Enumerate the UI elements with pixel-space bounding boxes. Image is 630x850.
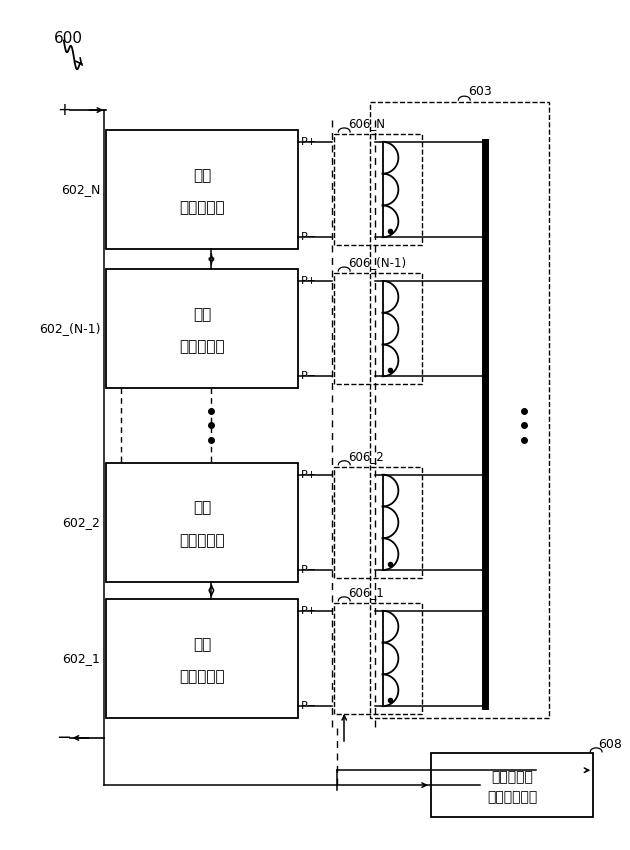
Bar bbox=[370, 102, 549, 718]
Text: P−: P− bbox=[301, 232, 317, 242]
Text: 600: 600 bbox=[54, 31, 83, 46]
Text: 検出および: 検出および bbox=[491, 770, 533, 785]
Text: P+: P+ bbox=[301, 470, 317, 479]
Text: モジュール: モジュール bbox=[179, 669, 225, 684]
Bar bbox=[335, 467, 422, 578]
Bar bbox=[106, 462, 298, 582]
Text: −: − bbox=[56, 729, 71, 747]
Bar bbox=[335, 134, 422, 245]
Bar bbox=[106, 599, 298, 718]
Bar bbox=[335, 603, 422, 714]
Text: +: + bbox=[57, 101, 71, 119]
Text: P+: P+ bbox=[301, 137, 317, 147]
Text: 602_1: 602_1 bbox=[62, 652, 100, 665]
Text: 606_1: 606_1 bbox=[348, 586, 384, 599]
Text: 602_N: 602_N bbox=[61, 183, 100, 196]
Text: 電池: 電池 bbox=[193, 307, 211, 322]
Text: 電池: 電池 bbox=[193, 167, 211, 183]
Text: 602_(N-1): 602_(N-1) bbox=[38, 322, 100, 335]
Text: モジュール: モジュール bbox=[179, 200, 225, 215]
Bar bbox=[106, 269, 298, 388]
Text: 606_N: 606_N bbox=[348, 117, 385, 130]
Bar bbox=[335, 273, 422, 384]
Text: P−: P− bbox=[301, 701, 317, 711]
Text: P−: P− bbox=[301, 565, 317, 575]
Text: 電池: 電池 bbox=[193, 637, 211, 652]
Text: 電池: 電池 bbox=[193, 501, 211, 516]
Text: P−: P− bbox=[301, 371, 317, 382]
Bar bbox=[106, 130, 298, 249]
Text: モジュール: モジュール bbox=[179, 533, 225, 547]
Text: モジュール: モジュール bbox=[179, 339, 225, 354]
Text: 制御ユニット: 制御ユニット bbox=[487, 790, 537, 804]
Text: 606_(N-1): 606_(N-1) bbox=[348, 256, 406, 269]
Text: 608: 608 bbox=[598, 738, 622, 751]
Bar bbox=[431, 753, 593, 818]
Text: 603: 603 bbox=[468, 85, 492, 98]
Text: P+: P+ bbox=[301, 276, 317, 286]
Text: P+: P+ bbox=[301, 606, 317, 615]
Text: 606_2: 606_2 bbox=[348, 450, 384, 462]
Text: 602_2: 602_2 bbox=[62, 516, 100, 529]
